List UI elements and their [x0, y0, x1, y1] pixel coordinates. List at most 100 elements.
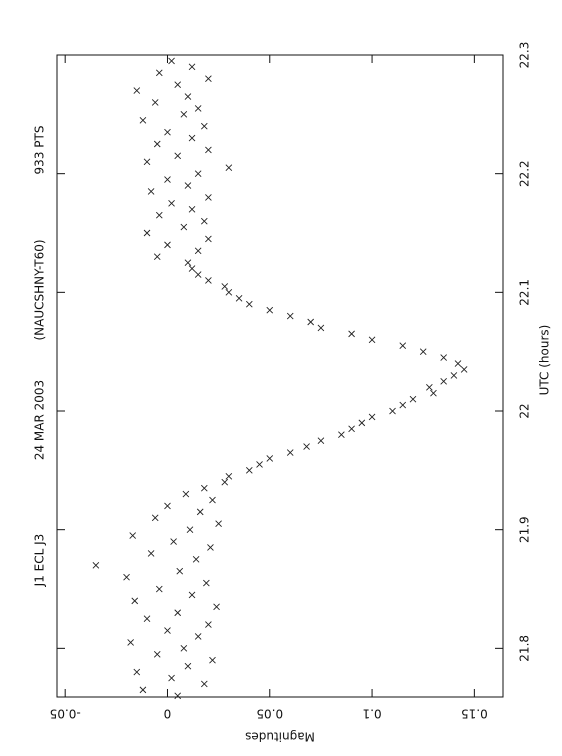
- data-point: [188, 63, 196, 71]
- data-point: [317, 324, 325, 332]
- data-point: [307, 318, 315, 326]
- data-point: [139, 116, 147, 124]
- data-point: [205, 194, 212, 201]
- data-point: [430, 389, 437, 397]
- data-point: [235, 294, 243, 302]
- y-tick-label: 0.05: [256, 707, 283, 721]
- data-point: [245, 300, 253, 308]
- chart-title: J1 ECL J3: [33, 534, 47, 588]
- data-point: [188, 205, 196, 213]
- x-tick-label: 22.1: [518, 279, 532, 306]
- data-point: [188, 591, 196, 599]
- data-point: [200, 680, 208, 688]
- data-point: [164, 241, 171, 249]
- data-point: [221, 283, 229, 290]
- data-point: [186, 526, 194, 533]
- data-point: [225, 472, 233, 480]
- data-point: [174, 609, 182, 617]
- data-point: [127, 639, 134, 646]
- data-point: [153, 650, 161, 658]
- data-point: [205, 621, 212, 628]
- data-point: [266, 455, 274, 462]
- data-point: [409, 395, 417, 403]
- data-point: [426, 383, 433, 391]
- data-point: [153, 253, 161, 261]
- data-point: [419, 348, 427, 355]
- y-tick-label: -0.05: [50, 707, 81, 721]
- data-point: [205, 75, 212, 83]
- data-point: [454, 360, 462, 367]
- data-point: [256, 461, 263, 468]
- data-point: [164, 128, 171, 136]
- data-point: [164, 627, 171, 634]
- data-point: [207, 544, 214, 551]
- data-point: [194, 633, 202, 640]
- data-point: [286, 449, 294, 456]
- data-point: [168, 200, 175, 207]
- data-point: [123, 573, 130, 581]
- data-point: [286, 312, 294, 320]
- data-point: [188, 265, 196, 272]
- data-point: [151, 99, 159, 106]
- data-point: [143, 229, 151, 237]
- data-point: [348, 425, 355, 433]
- data-point: [200, 217, 208, 225]
- data-point: [245, 467, 253, 474]
- data-point: [196, 508, 204, 516]
- data-point: [147, 550, 155, 557]
- date-label: 24 MAR 2003: [33, 380, 47, 460]
- data-point: [168, 674, 175, 682]
- data-point: [147, 188, 155, 195]
- data-point: [184, 662, 192, 670]
- data-point: [174, 152, 182, 160]
- data-point: [155, 69, 163, 77]
- data-point: [203, 579, 210, 587]
- x-axis-label: UTC (hours): [538, 325, 552, 396]
- data-point: [215, 520, 222, 528]
- data-point: [213, 603, 220, 611]
- y-tick-label: 0.1: [363, 707, 382, 721]
- data-point: [194, 247, 202, 255]
- data-point: [348, 330, 355, 338]
- data-point: [368, 336, 376, 344]
- data-point: [180, 645, 188, 652]
- data-point: [143, 615, 151, 622]
- data-point: [205, 235, 212, 243]
- data-point: [174, 81, 182, 88]
- y-tick-label: 0.15: [461, 707, 488, 721]
- points-label: 933 PTS: [33, 126, 47, 175]
- data-point: [92, 561, 100, 569]
- data-point: [225, 289, 233, 296]
- data-point: [225, 164, 233, 172]
- data-point: [192, 556, 200, 563]
- data-point: [153, 140, 161, 148]
- data-point: [368, 413, 376, 421]
- data-point: [155, 211, 163, 219]
- data-point: [164, 176, 171, 183]
- x-tick-label: 22.3: [518, 42, 532, 69]
- data-point: [139, 686, 147, 694]
- data-point: [200, 122, 208, 130]
- data-point: [168, 57, 175, 65]
- data-point: [205, 277, 212, 284]
- plot-frame: [56, 54, 504, 698]
- data-point: [194, 271, 202, 278]
- data-point: [184, 182, 192, 189]
- data-point: [460, 366, 468, 373]
- data-point: [303, 443, 310, 450]
- data-point: [221, 478, 229, 486]
- data-point: [184, 259, 192, 266]
- data-point: [133, 87, 141, 94]
- data-point: [180, 111, 188, 118]
- data-point: [164, 502, 171, 510]
- data-point: [151, 514, 159, 522]
- data-point: [143, 158, 151, 166]
- data-point: [209, 496, 216, 504]
- x-tick-label: 22.2: [518, 160, 532, 187]
- data-point: [188, 134, 196, 142]
- data-point: [205, 146, 212, 154]
- data-point: [317, 437, 325, 444]
- data-point: [209, 656, 216, 664]
- data-point: [399, 401, 407, 409]
- x-tick-label: 21.9: [518, 516, 532, 543]
